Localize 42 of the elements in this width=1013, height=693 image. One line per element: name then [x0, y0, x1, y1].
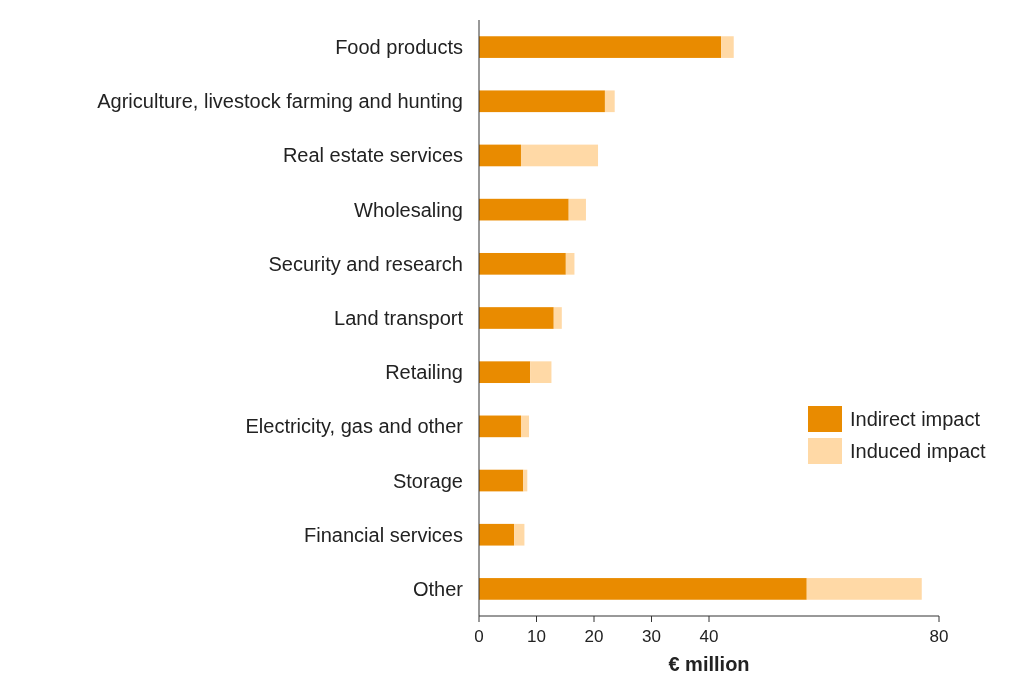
bar [479, 144, 521, 167]
bar [530, 361, 552, 384]
bar [479, 578, 807, 600]
bar [479, 523, 515, 546]
x-tick-label: 80 [929, 627, 949, 646]
bar [479, 198, 569, 221]
x-tick-label: 20 [584, 627, 604, 646]
bar [523, 469, 528, 492]
bar [479, 469, 524, 492]
y-tick-label: Electricity, gas and other [245, 415, 464, 438]
y-tick-label: Storage [392, 469, 463, 492]
x-tick-label: 30 [642, 627, 661, 646]
y-tick-label: Real estate services [282, 144, 463, 167]
bar [520, 144, 599, 167]
bar [479, 90, 605, 113]
bar [604, 90, 615, 113]
y-tick-label: Agriculture, livestock farming and hunting [97, 90, 463, 113]
y-tick-label: Food products [335, 36, 463, 59]
y-tick-label: Retailing [385, 361, 463, 384]
bar [806, 578, 922, 600]
legend-label: Induced impact [850, 440, 987, 462]
x-tick-label: 40 [699, 627, 719, 646]
bar [514, 523, 525, 546]
x-tick-label: 10 [527, 627, 546, 646]
x-axis-title: € million [668, 653, 750, 675]
y-tick-label: Security and research [268, 252, 463, 275]
bar [568, 198, 586, 221]
y-tick-label: Wholesaling [354, 198, 463, 221]
bar [479, 252, 566, 275]
bar [479, 415, 521, 438]
bar [565, 252, 575, 275]
x-tick-label: 0 [474, 627, 484, 646]
y-tick-label: Land transport [334, 307, 464, 329]
bar [520, 415, 530, 438]
bar [721, 36, 734, 58]
legend-label: Indirect impact [850, 408, 981, 430]
bar [553, 307, 562, 329]
bar [479, 307, 554, 329]
y-tick-label: Other [412, 577, 464, 600]
y-tick-label: Financial services [304, 523, 463, 546]
bar [479, 36, 722, 58]
bar [479, 361, 531, 384]
